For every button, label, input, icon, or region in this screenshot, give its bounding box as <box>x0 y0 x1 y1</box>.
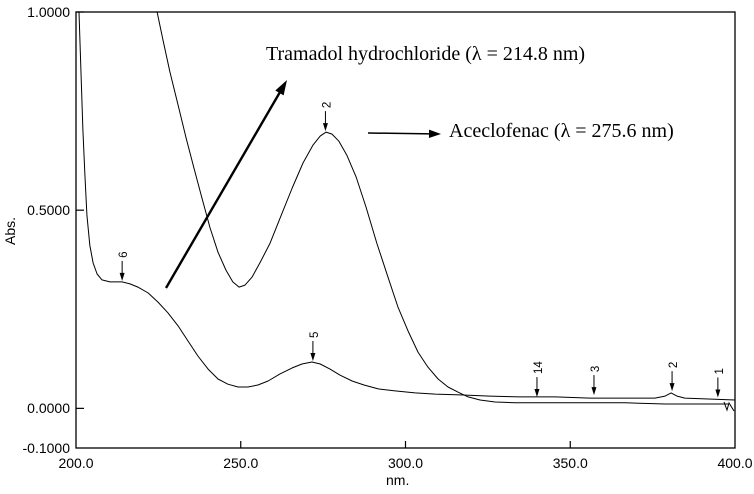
peak-marker-number: 1 <box>714 368 726 374</box>
peak-marker-arrowhead <box>322 123 328 132</box>
peak-marker-arrowhead <box>715 389 721 398</box>
x-tick-label: 300.0 <box>387 455 424 471</box>
y-tick-label: 0.5000 <box>27 202 70 219</box>
curve-aceclofenac <box>156 11 729 405</box>
x-tick-label: 400.0 <box>717 455 753 471</box>
peak-marker-arrowhead <box>119 272 125 281</box>
peak-marker-arrowhead <box>669 383 675 392</box>
y-tick-label: 1.0000 <box>27 4 70 20</box>
peak-marker-number: 6 <box>118 252 130 258</box>
peak-marker-arrowhead <box>591 387 597 396</box>
scan-end-mark <box>723 401 735 412</box>
tramadol-annotation-label: Tramadol hydrochloride (λ = 214.8 nm) <box>266 43 586 65</box>
peak-marker-number: 5 <box>309 332 321 338</box>
peak-marker-number: 2 <box>321 102 333 108</box>
peak-marker-number: 14 <box>533 361 545 374</box>
pointer-arrowhead <box>275 80 287 96</box>
curve-tramadol <box>78 11 736 401</box>
pointer-arrowhead <box>428 129 441 139</box>
peak-marker-number: 2 <box>668 362 680 368</box>
x-tick-label: 200.0 <box>58 455 94 471</box>
plot-border <box>75 11 736 449</box>
peak-marker-number: 3 <box>590 366 602 372</box>
peak-marker-arrowhead <box>310 352 316 361</box>
aceclofenac-pointer-arrow <box>367 132 432 135</box>
x-axis-title: nm. <box>386 472 410 488</box>
y-tick-label: -0.1000 <box>22 440 70 456</box>
tramadol-pointer-arrow <box>164 90 282 289</box>
x-tick-label: 350.0 <box>552 455 588 471</box>
aceclofenac-annotation-label: Aceclofenac (λ = 275.6 nm) <box>449 120 674 142</box>
y-tick-label: 0.0000 <box>27 400 70 417</box>
peak-marker-arrowhead <box>534 389 540 398</box>
x-tick-label: 250.0 <box>223 455 259 471</box>
